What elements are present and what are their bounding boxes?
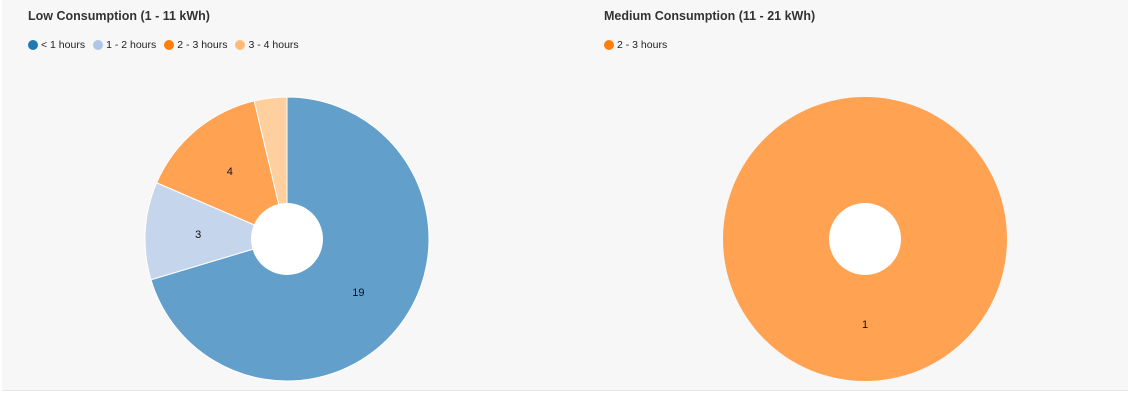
pie-slice[interactable] [253,96,288,240]
legend-item[interactable]: 1 - 2 hours [93,39,156,51]
legend-label: 2 - 3 hours [617,39,668,51]
legend-item[interactable]: 2 - 3 hours [164,39,227,51]
chart-title: Medium Consumption (11 - 21 kWh) [604,9,816,23]
legend-label: 3 - 4 hours [248,39,299,51]
legend-label: 1 - 2 hours [106,39,157,51]
legend-label: < 1 hours [41,39,86,51]
legend-swatch [164,40,175,50]
donut-hole [251,203,323,275]
slice-label: 4 [227,166,233,178]
legend-item[interactable]: 2 - 3 hours [604,39,667,51]
pie-slice[interactable] [155,100,288,240]
slice-label: 1 [862,319,868,331]
chart-legend: 2 - 3 hours [604,39,667,51]
slice-label: 19 [352,287,364,299]
pie-slice[interactable] [144,182,289,281]
low-consumption-panel: Low Consumption (1 - 11 kWh) < 1 hours 1 … [2,0,567,390]
chart-title: Low Consumption (1 - 11 kWh) [28,9,210,23]
legend-swatch [28,40,38,50]
slice-label: 3 [195,229,201,241]
medium-consumption-panel: Medium Consumption (11 - 21 kWh) 2 - 3 h… [567,0,1128,390]
legend-item[interactable]: 3 - 4 hours [235,39,299,51]
legend-swatch [93,40,104,50]
donut-hole [829,203,901,275]
donut-chart: 1 [723,97,1007,381]
legend-item[interactable]: < 1 hours [28,39,85,51]
legend-label: 2 - 3 hours [177,39,228,51]
chart-legend: < 1 hours 1 - 2 hours 2 - 3 hours 3 - 4 hou… [28,39,299,51]
legend-swatch [235,40,246,50]
legend-swatch [604,40,614,50]
